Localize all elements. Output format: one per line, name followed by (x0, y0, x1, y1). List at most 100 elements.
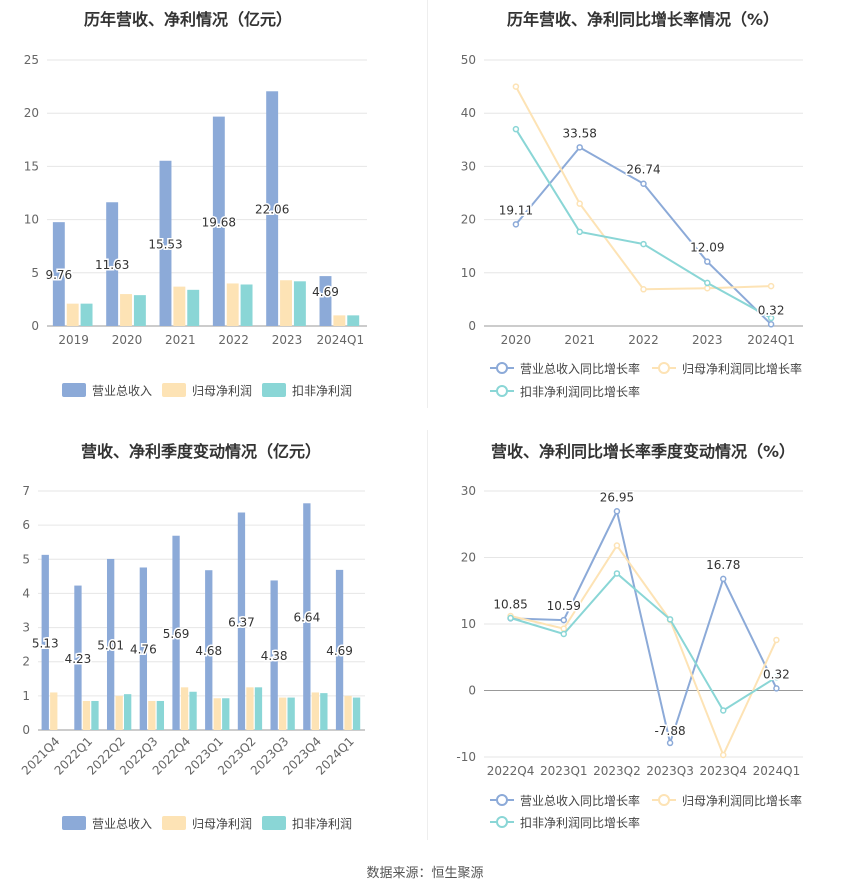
legend-marker (658, 794, 670, 806)
bar-parent-profit (82, 700, 91, 730)
bar-revenue (106, 202, 119, 326)
bar-deducted-profit (254, 687, 263, 730)
x-tick-label: 2021 (564, 333, 595, 347)
bar-parent-profit (344, 695, 352, 730)
series-point (640, 180, 647, 187)
x-tick-label: 2020 (112, 333, 143, 347)
legend-swatch (62, 816, 86, 830)
x-tick-label: 2020 (501, 333, 532, 347)
legend-swatch (162, 383, 186, 397)
series-point (576, 228, 583, 236)
series-point (720, 707, 727, 714)
series-point (704, 279, 711, 287)
quarterly-growth-rate-chart: 营收、净利同比增长率季度变动情况（%） -10 0 10 20 30 2022Q4 2023Q… (456, 442, 803, 830)
data-label: 10.59 (547, 599, 581, 613)
data-label: 4.76 (130, 643, 157, 657)
x-tick-label: 2023Q2 (593, 764, 641, 778)
y-tick-label: 10 (461, 266, 476, 280)
series-point (640, 286, 647, 293)
y-tick-label: 25 (24, 53, 39, 67)
bar-parent-profit (333, 315, 346, 326)
y-tick-label: 40 (461, 106, 476, 120)
y-tick-label: 7 (22, 484, 30, 498)
bar-revenue (74, 585, 82, 730)
series-point (512, 83, 520, 90)
bar-revenue (303, 503, 311, 730)
series-point (512, 125, 520, 133)
legend-label: 归母净利润同比增长率 (682, 361, 802, 376)
bar-deducted-profit (240, 284, 253, 326)
data-source-note: 数据来源：恒生聚源 (366, 866, 484, 881)
legend-swatch (162, 816, 186, 830)
series-point (560, 630, 567, 638)
y-tick-label: 20 (461, 551, 476, 565)
chart-title: 历年营收、净利同比增长率情况（%） (507, 10, 779, 29)
series-point (720, 751, 727, 759)
series-line-0 (510, 508, 778, 747)
series-point (613, 508, 621, 515)
bar-parent-profit (246, 687, 254, 730)
legend-label: 扣非净利润同比增长率 (520, 384, 640, 399)
y-tick-label: 50 (461, 53, 476, 67)
y-tick-label: 0 (31, 319, 39, 333)
bar-parent-profit (311, 692, 320, 730)
bar-deducted-profit (347, 315, 360, 326)
legend-label: 扣非净利润 (292, 384, 352, 398)
series-point (560, 625, 567, 632)
bar-deducted-profit (133, 295, 146, 326)
series-point (666, 616, 674, 623)
data-label: 0.32 (758, 303, 785, 317)
data-label: 12.09 (690, 241, 724, 255)
data-label: 19.11 (499, 203, 533, 217)
y-tick-label: 0 (22, 723, 30, 737)
series-point (767, 282, 775, 290)
series-point (720, 575, 727, 583)
bar-deducted-profit (189, 691, 197, 730)
data-label: 16.78 (706, 558, 740, 572)
data-label: 4.69 (326, 644, 353, 658)
series-point (767, 314, 775, 322)
legend-label: 营业总收入 (92, 384, 152, 398)
bar-revenue (237, 512, 246, 730)
bar-parent-profit (180, 687, 189, 730)
bar-deducted-profit (91, 700, 99, 730)
legend-marker (496, 816, 508, 828)
bar-parent-profit (278, 697, 287, 730)
bar-revenue (205, 570, 213, 730)
y-tick-label: 4 (22, 586, 30, 600)
data-label: 26.95 (600, 490, 634, 504)
series-point (704, 258, 711, 265)
data-label: 6.37 (228, 615, 255, 629)
legend-label: 归母净利润 (192, 817, 252, 831)
x-tick-label: 2022 (628, 333, 659, 347)
x-tick-label: 2019 (58, 333, 89, 347)
bar-revenue (52, 222, 65, 326)
bar-deducted-profit (320, 693, 328, 730)
data-label: 0.32 (763, 667, 790, 681)
chart-title: 历年营收、净利情况（亿元） (84, 10, 292, 29)
bar-revenue (212, 116, 225, 326)
y-tick-label: 30 (461, 159, 476, 173)
series-point (773, 685, 780, 692)
bar-deducted-profit (287, 697, 295, 730)
x-tick-label: 2024Q1 (753, 764, 801, 778)
data-label: 10.85 (493, 597, 527, 611)
vertical-divider-top (427, 0, 428, 408)
bar-revenue (270, 580, 278, 730)
series-point (704, 284, 711, 292)
data-label: 4.68 (195, 644, 222, 658)
series-point (773, 673, 780, 681)
series-point (576, 144, 583, 151)
series-point (512, 221, 520, 228)
y-tick-label: 6 (22, 518, 30, 532)
data-label: 22.06 (255, 203, 289, 217)
series-point (576, 200, 583, 207)
bar-revenue (41, 554, 49, 730)
x-tick-label: 2022 (218, 333, 249, 347)
x-tick-label: 2021 (165, 333, 196, 347)
series-point (613, 542, 621, 549)
bar-parent-profit (148, 700, 156, 730)
data-label: 5.13 (32, 636, 59, 650)
legend-swatch (62, 383, 86, 397)
